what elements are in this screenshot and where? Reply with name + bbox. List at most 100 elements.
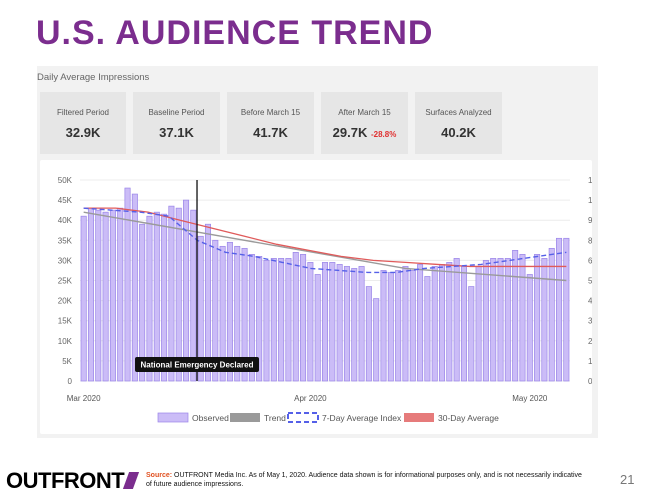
stat-card-baseline-period: Baseline Period 37.1K	[133, 92, 220, 154]
bar-observed	[512, 249, 519, 382]
bar-observed	[460, 266, 467, 382]
bar-observed	[241, 247, 248, 382]
bar-observed	[358, 266, 365, 382]
bar-observed	[563, 237, 570, 382]
bar-observed	[409, 270, 416, 382]
y2-tick-label: 23%	[588, 337, 592, 346]
legend-label: 7-Day Average Index	[322, 413, 402, 423]
bar-observed	[336, 264, 343, 382]
bar-observed	[380, 270, 387, 382]
outfront-logo: OUTFRONT	[6, 468, 140, 494]
bar-observed	[124, 187, 131, 382]
bar-observed	[248, 254, 255, 382]
bar-observed	[175, 207, 182, 382]
bar-observed	[351, 268, 358, 382]
bar-observed	[285, 258, 292, 382]
source-note: Source: OUTFRONT Media Inc. As of May 1,…	[146, 471, 586, 489]
impressions-chart: 0 5K 10K 15K 20K 25K 30K 35K 40K 45K 50K 0% 11% 23% 3…	[58, 176, 608, 423]
bar-observed	[387, 272, 394, 382]
y-tick-label: 35K	[58, 236, 73, 245]
bar-observed	[117, 207, 124, 382]
stat-card-filtered-period: Filtered Period 32.9K	[40, 92, 126, 154]
y2-tick-label: 91%	[588, 216, 592, 225]
y2-tick-label: 34%	[588, 317, 592, 326]
bar-observed	[475, 266, 482, 382]
legend-swatch-observed	[157, 412, 189, 423]
bar-observed	[446, 262, 453, 382]
bar-observed	[504, 258, 511, 382]
bar-observed	[548, 247, 555, 382]
y-tick-label: 45K	[58, 196, 73, 205]
y-tick-label: 50K	[58, 176, 73, 185]
bar-observed	[300, 254, 307, 382]
bar-observed	[314, 274, 321, 382]
bar-observed	[482, 260, 489, 382]
bar-observed	[190, 209, 197, 382]
stat-value: 41.7K	[253, 125, 288, 140]
bar-observed	[395, 270, 402, 382]
stat-label: Surfaces Analyzed	[425, 108, 492, 117]
bar-observed	[292, 252, 299, 382]
bar-observed	[526, 274, 533, 382]
legend-swatch-avg30	[404, 413, 434, 422]
bar-observed	[373, 298, 380, 382]
annotation-label: National Emergency Declared	[141, 361, 254, 370]
bar-observed	[497, 258, 504, 382]
logo-slash-icon	[123, 472, 140, 489]
index-7day-line	[83, 207, 567, 274]
legend-swatch-index	[287, 412, 319, 423]
bar-observed	[534, 254, 541, 382]
x-tick-label: Mar 2020	[67, 394, 101, 403]
y-tick-label: 15K	[58, 317, 73, 326]
bar-observed	[402, 266, 409, 382]
annotation-box	[135, 357, 260, 372]
bar-observed	[131, 193, 138, 382]
bar-observed	[139, 223, 146, 382]
bar-observed	[197, 235, 204, 382]
bar-observed	[109, 209, 116, 382]
legend-label: Trend	[264, 413, 286, 423]
bar-observed	[95, 209, 102, 382]
y2-tick-label: 57%	[588, 277, 592, 286]
bar-observed	[556, 237, 563, 382]
bar-observed	[321, 262, 329, 382]
y2-tick-label: 46%	[588, 297, 592, 306]
y-tick-label: 30K	[58, 256, 73, 265]
section-label: Daily Average Impressions	[37, 72, 150, 83]
legend-label: Observed	[192, 413, 229, 423]
bar-observed	[204, 223, 211, 382]
y2-tick-label: 114%	[588, 176, 592, 185]
trend-line	[83, 211, 567, 282]
stat-label: Filtered Period	[56, 108, 110, 117]
bar-observed	[80, 215, 87, 382]
bar-observed	[153, 211, 160, 382]
y2-tick-label: 0%	[588, 377, 592, 386]
bar-observed	[365, 286, 372, 382]
y2-tick-label: 11%	[588, 357, 592, 366]
stat-value: 29.7K -28.8%	[332, 125, 397, 140]
bar-observed	[453, 258, 460, 382]
bar-observed	[431, 266, 438, 382]
y-tick-label: 10K	[58, 337, 73, 346]
stat-value: 32.9K	[65, 125, 101, 140]
bar-observed	[519, 254, 526, 382]
y2-tick-label: 68%	[588, 256, 592, 265]
page-number: 21	[620, 472, 635, 487]
source-text: OUTFRONT Media Inc. As of May 1, 2020. A…	[146, 472, 582, 488]
x-tick-label: Apr 2020	[294, 394, 327, 403]
stat-card-surfaces-analyzed: Surfaces Analyzed 40.2K	[415, 92, 502, 154]
stat-label: Before March 15	[240, 108, 301, 117]
bar-observed	[256, 256, 263, 382]
legend-label: 30-Day Average	[438, 413, 499, 423]
bar-observed	[278, 258, 285, 382]
bar-observed	[219, 245, 226, 382]
bar-observed	[168, 205, 175, 382]
stat-label: Baseline Period	[148, 108, 205, 117]
stat-card-after-march-15: After March 15 29.7K -28.8%	[321, 92, 408, 154]
bar-observed	[234, 245, 241, 382]
bar-observed	[161, 213, 168, 382]
y-tick-label: 5K	[62, 357, 72, 366]
legend-swatch-trend	[230, 413, 260, 422]
page-title: U.S. AUDIENCE TREND	[36, 14, 434, 52]
bar-observed	[270, 258, 277, 382]
